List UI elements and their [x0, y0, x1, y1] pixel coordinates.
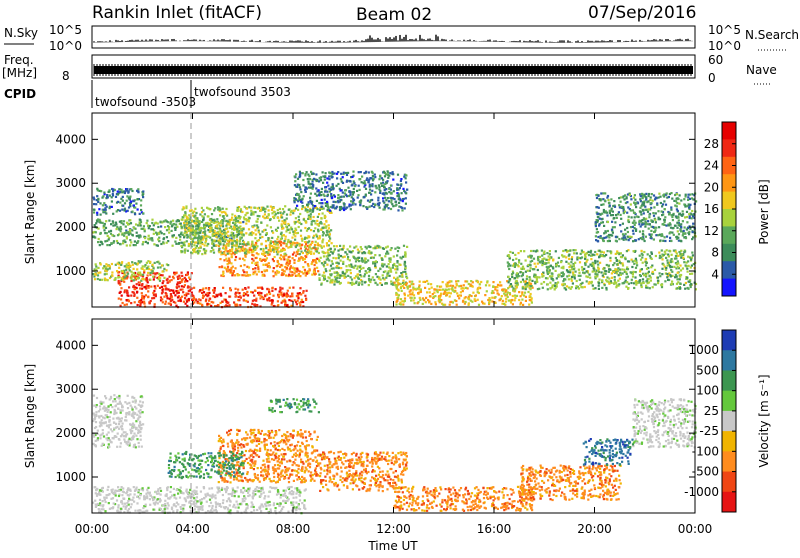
velocity-colorbar-swatch-4	[722, 411, 736, 432]
power-colorbar-swatch-0	[722, 122, 736, 140]
freq-trace	[94, 64, 693, 76]
power-region-3	[92, 260, 169, 282]
velocity-colorbar-swatch-5	[722, 431, 736, 452]
power-colorbar-swatch-9	[722, 279, 736, 297]
nsky-right-tick-bottom: 10^0	[708, 39, 741, 53]
nsearch-label: N.Search	[745, 28, 799, 42]
power-region-1	[193, 286, 308, 308]
velocity-ytick-3: 4000	[55, 338, 86, 352]
power-colorbar-swatch-8	[722, 261, 736, 279]
freq-unit-label: [MHz]	[2, 66, 37, 80]
velocity-colorbar-tick-4: -25	[699, 424, 719, 438]
velocity-colorbar-swatch-6	[722, 451, 736, 472]
velocity-colorbar-swatch-1	[722, 350, 736, 371]
power-colorbar-swatch-6	[722, 226, 736, 244]
nsky-tick-top: 10^5	[49, 23, 82, 37]
power-colorbar-swatch-1	[722, 139, 736, 157]
power-colorbar-tick-1: 8	[711, 246, 719, 260]
power-colorbar-tick-6: 28	[704, 137, 719, 151]
power-colorbar-tick-0: 4	[711, 267, 719, 281]
velocity-colorbar-swatch-8	[722, 492, 736, 513]
cpid-mode-2: twofsound 3503	[194, 85, 291, 99]
nsky-label: N.Sky	[4, 26, 38, 40]
velocity-ylabel: Slant Range [km]	[23, 364, 37, 468]
power-panel	[92, 170, 697, 308]
velocity-region-2	[632, 398, 697, 448]
velocity-region-8	[583, 438, 634, 466]
velocity-region-1	[92, 394, 144, 448]
velocity-region-9	[268, 398, 320, 413]
power-colorbar-swatch-3	[722, 174, 736, 192]
velocity-colorbar-swatch-3	[722, 391, 736, 412]
velocity-region-3	[218, 429, 320, 484]
nsky-tick-bottom: 10^0	[49, 39, 82, 53]
power-colorbar-tick-2: 12	[704, 224, 719, 238]
x-tick-3: 12:00	[376, 522, 411, 536]
x-tick-5: 20:00	[577, 522, 612, 536]
power-region-10	[93, 188, 145, 216]
power-colorbar-tick-3: 16	[704, 202, 719, 216]
cpid-label: CPID	[4, 87, 36, 101]
x-tick-6: 00:00	[678, 522, 713, 536]
x-tick-2: 08:00	[276, 522, 311, 536]
power-colorbar-label: Power [dB]	[757, 179, 771, 244]
x-axis-label: Time UT	[367, 539, 418, 553]
power-colorbar: 4 8 12 16 20 24 28	[704, 122, 736, 297]
velocity-colorbar-tick-0: 1000	[688, 343, 719, 357]
freq-tick: 8	[62, 69, 70, 83]
date-title: 07/Sep/2016	[588, 3, 696, 23]
velocity-region-5	[318, 451, 408, 493]
power-ytick-0: 1000	[55, 264, 86, 278]
x-tick-1: 04:00	[175, 522, 210, 536]
nave-tick-top: 60	[708, 53, 723, 67]
velocity-colorbar-tick-2: 100	[696, 384, 719, 398]
velocity-ytick-0: 1000	[55, 470, 86, 484]
velocity-colorbar-swatch-7	[722, 472, 736, 493]
power-colorbar-swatch-5	[722, 209, 736, 227]
velocity-colorbar-tick-1: 500	[696, 363, 719, 377]
power-region-6	[318, 245, 408, 287]
velocity-colorbar-tick-3: 25	[704, 404, 719, 418]
power-region-11	[293, 170, 408, 211]
power-ylabel: Slant Range [km]	[23, 160, 37, 264]
power-region-7	[394, 280, 534, 306]
velocity-colorbar-swatch-2	[722, 370, 736, 391]
power-region-9	[595, 192, 698, 242]
power-colorbar-tick-5: 24	[704, 159, 719, 173]
velocity-colorbar-tick-5: -100	[692, 444, 719, 458]
velocity-region-7	[520, 465, 622, 502]
power-ytick-1: 2000	[55, 220, 86, 234]
nsky-right-tick-top: 10^5	[708, 23, 741, 37]
velocity-colorbar-tick-7: -1000	[684, 485, 719, 499]
nave-tick-bottom: 0	[708, 71, 716, 85]
velocity-colorbar-tick-6: -500	[692, 465, 719, 479]
power-region-0	[117, 271, 194, 308]
nsky-trace	[94, 35, 692, 43]
power-region-8	[507, 249, 697, 291]
velocity-ytick-1: 2000	[55, 426, 86, 440]
velocity-colorbar-swatch-0	[722, 330, 736, 351]
nsky-frame	[92, 26, 695, 48]
velocity-region-0	[92, 486, 307, 515]
power-colorbar-swatch-4	[722, 192, 736, 210]
cpid-mode-1: twofsound -3503	[95, 95, 196, 109]
velocity-colorbar-label: Velocity [m s⁻¹]	[757, 374, 771, 467]
power-ytick-2: 3000	[55, 176, 86, 190]
velocity-ytick-2: 3000	[55, 382, 86, 396]
freq-label: Freq.	[4, 53, 34, 67]
nave-label: Nave	[746, 63, 777, 77]
power-colorbar-tick-4: 20	[704, 180, 719, 194]
power-ytick-3: 4000	[55, 132, 86, 146]
station-title: Rankin Inlet (fitACF)	[92, 3, 262, 23]
x-tick-0: 00:00	[75, 522, 110, 536]
velocity-panel	[92, 394, 697, 514]
velocity-region-6	[394, 486, 534, 512]
beam-title: Beam 02	[356, 5, 432, 25]
x-tick-4: 16:00	[477, 522, 512, 536]
